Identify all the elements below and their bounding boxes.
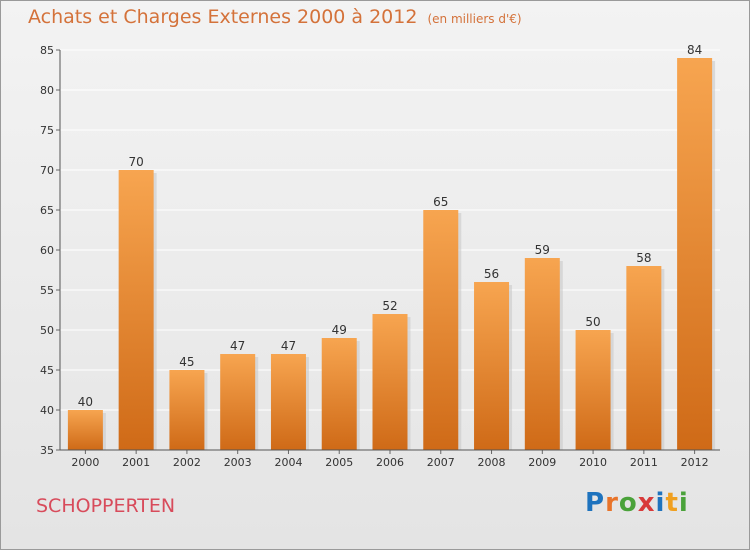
x-tick-label: 2012	[681, 456, 709, 469]
y-tick-label: 70	[40, 164, 54, 177]
data-label: 59	[535, 243, 550, 257]
bar	[677, 58, 713, 450]
bar	[220, 354, 256, 450]
logo-letter: x	[637, 488, 656, 518]
y-tick-label: 65	[40, 204, 54, 217]
logo-letter: P	[585, 488, 606, 518]
data-label: 84	[687, 43, 702, 57]
data-label: 50	[585, 315, 600, 329]
logo-letter: i	[655, 488, 666, 518]
y-tick-label: 85	[40, 44, 54, 57]
x-tick-label: 2010	[579, 456, 607, 469]
y-tick-label: 40	[40, 404, 54, 417]
title-text: Achats et Charges Externes 2000 à 2012	[28, 6, 418, 28]
logo-letter: t	[665, 488, 679, 518]
x-tick-label: 2008	[478, 456, 506, 469]
x-tick-label: 2009	[528, 456, 556, 469]
bar	[169, 370, 205, 450]
bar	[321, 338, 357, 450]
y-tick-label: 55	[40, 284, 54, 297]
logo-letter: r	[605, 488, 619, 518]
bar	[423, 210, 459, 450]
data-label: 47	[281, 339, 296, 353]
y-tick-label: 80	[40, 84, 54, 97]
bar	[575, 330, 611, 450]
x-tick-label: 2007	[427, 456, 455, 469]
y-tick-label: 75	[40, 124, 54, 137]
x-tick-label: 2011	[630, 456, 658, 469]
x-axis: 2000 2001 2002 2003 2004 2005 2006 2007 2008 2009…	[60, 449, 720, 469]
x-tick-label: 2006	[376, 456, 404, 469]
data-label: 70	[129, 155, 144, 169]
data-label: 52	[382, 299, 397, 313]
x-tick-label: 2004	[274, 456, 302, 469]
y-tick-label: 45	[40, 364, 54, 377]
y-tick-label: 50	[40, 324, 54, 337]
x-tick-label: 2000	[71, 456, 99, 469]
x-tick-label: 2003	[224, 456, 252, 469]
proxiti-logo: Proxiti	[585, 488, 689, 518]
bar	[118, 170, 154, 450]
data-label: 49	[332, 323, 347, 337]
y-tick-label: 60	[40, 244, 54, 257]
x-tick-label: 2005	[325, 456, 353, 469]
logo-letter: o	[618, 488, 638, 518]
bar	[626, 266, 662, 450]
place-name: SCHOPPERTEN	[36, 495, 176, 517]
y-tick-label: 35	[40, 444, 54, 457]
bar	[270, 354, 306, 450]
bar	[67, 410, 103, 450]
logo-letter: i	[678, 488, 689, 518]
bar	[474, 282, 510, 450]
bar	[372, 314, 408, 450]
data-label: 65	[433, 195, 448, 209]
bar	[524, 258, 560, 450]
data-label: 40	[78, 395, 93, 409]
bars: 40 70 45 47 47 49 52 65 56 59 50 58 84	[67, 43, 716, 450]
data-label: 47	[230, 339, 245, 353]
data-label: 45	[179, 355, 194, 369]
y-axis: 35 40 45 50 55 60 65 70 75 80 85	[40, 44, 61, 457]
subtitle-text: (en milliers d'€)	[427, 12, 522, 26]
data-label: 58	[636, 251, 651, 265]
x-tick-label: 2002	[173, 456, 201, 469]
chart-title: Achats et Charges Externes 2000 à 2012 (e…	[28, 6, 522, 28]
x-tick-label: 2001	[122, 456, 150, 469]
data-label: 56	[484, 267, 499, 281]
